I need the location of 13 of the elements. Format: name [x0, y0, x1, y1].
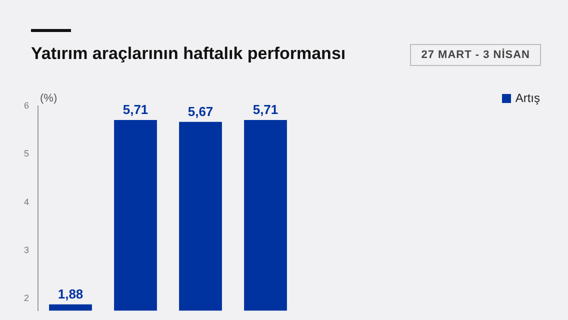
- text: 5,71: [122, 102, 148, 118]
- y-tick-label: 4: [24, 196, 30, 207]
- y-tick-label: 3: [24, 244, 30, 255]
- y-tick-label: 2: [24, 293, 30, 304]
- y-tick-label: 5: [24, 148, 30, 159]
- text: 27 MART - 3 NİSAN: [410, 44, 541, 66]
- y-axis-title: (%): [40, 92, 58, 105]
- text: 5,71: [252, 102, 278, 118]
- chart-title: Yatırım araçlarının haftalık performansı: [31, 44, 346, 64]
- y-tick-label: 6: [24, 100, 30, 110]
- legend-label: Artış: [515, 91, 540, 105]
- text: 1,88: [58, 286, 84, 302]
- text: 5,67: [188, 104, 214, 119]
